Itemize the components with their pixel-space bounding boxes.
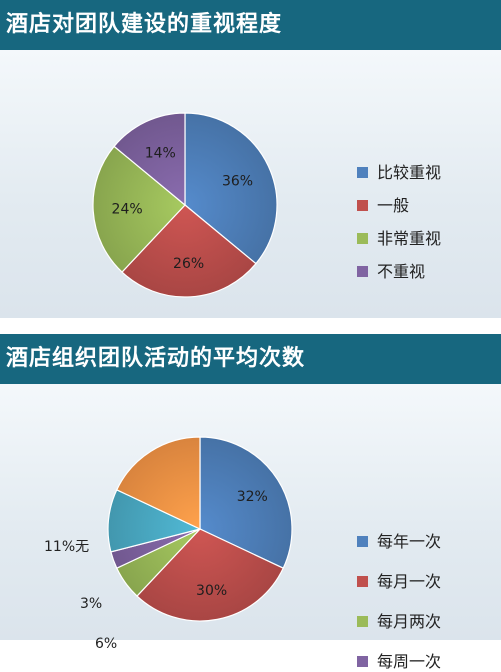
legend-swatch <box>357 233 368 244</box>
pie-slice <box>115 436 201 530</box>
panel-body: 32% 30% 每年一次每月一次每月两次每周一次 11%无 3% 6% <box>0 384 501 671</box>
pie-slice <box>184 112 278 265</box>
pie-slice <box>136 528 285 622</box>
legend-label: 非常重视 <box>377 229 442 248</box>
panel-team-building-importance: 酒店对团队建设的重视程度 36% 26% 24% 14% 比较重视一般非常重视不重视 <box>0 0 501 318</box>
slice-label: 11%无 <box>44 539 90 555</box>
pie-slice <box>92 145 186 273</box>
pie-slice <box>121 204 257 298</box>
pie-chart: 36% 26% 24% 14% <box>92 112 278 298</box>
legend-label: 不重视 <box>377 262 426 281</box>
slice-label: 14% <box>145 146 176 162</box>
panel-title: 酒店对团队建设的重视程度 <box>6 12 283 37</box>
slice-label: 6% <box>95 636 118 652</box>
panel-body: 36% 26% 24% 14% 比较重视一般非常重视不重视 <box>0 50 501 318</box>
legend-label: 每月一次 <box>377 572 442 591</box>
pie-slice <box>199 436 293 569</box>
slice-label: 24% <box>112 202 143 218</box>
legend-label: 一般 <box>377 196 410 215</box>
legend-swatch <box>357 536 368 547</box>
slice-label: 36% <box>222 173 253 189</box>
slice-label: 30% <box>196 583 227 599</box>
legend-label: 比较重视 <box>377 163 442 182</box>
slice-label: 32% <box>237 489 268 505</box>
slice-label: 26% <box>173 256 204 272</box>
pie-chart: 32% 30% <box>107 436 293 622</box>
legend-label: 每年一次 <box>377 532 442 551</box>
legend-swatch <box>357 266 368 277</box>
panel-header: 酒店对团队建设的重视程度 <box>0 0 501 50</box>
panel-team-activity-frequency: 酒店组织团队活动的平均次数 32% 30% 每年一次每月一次每月两次每周一次 11… <box>0 334 501 671</box>
legend-swatch <box>357 576 368 587</box>
pie-slice <box>113 112 186 207</box>
legend-swatch <box>357 656 368 667</box>
legend-label: 每周一次 <box>377 652 442 671</box>
legend-swatch <box>357 616 368 627</box>
legend-swatch <box>357 200 368 211</box>
legend-label: 每月两次 <box>377 612 442 631</box>
panel-title: 酒店组织团队活动的平均次数 <box>6 346 306 371</box>
legend-swatch <box>357 167 368 178</box>
panel-header: 酒店组织团队活动的平均次数 <box>0 334 501 384</box>
slice-label: 3% <box>80 596 103 612</box>
